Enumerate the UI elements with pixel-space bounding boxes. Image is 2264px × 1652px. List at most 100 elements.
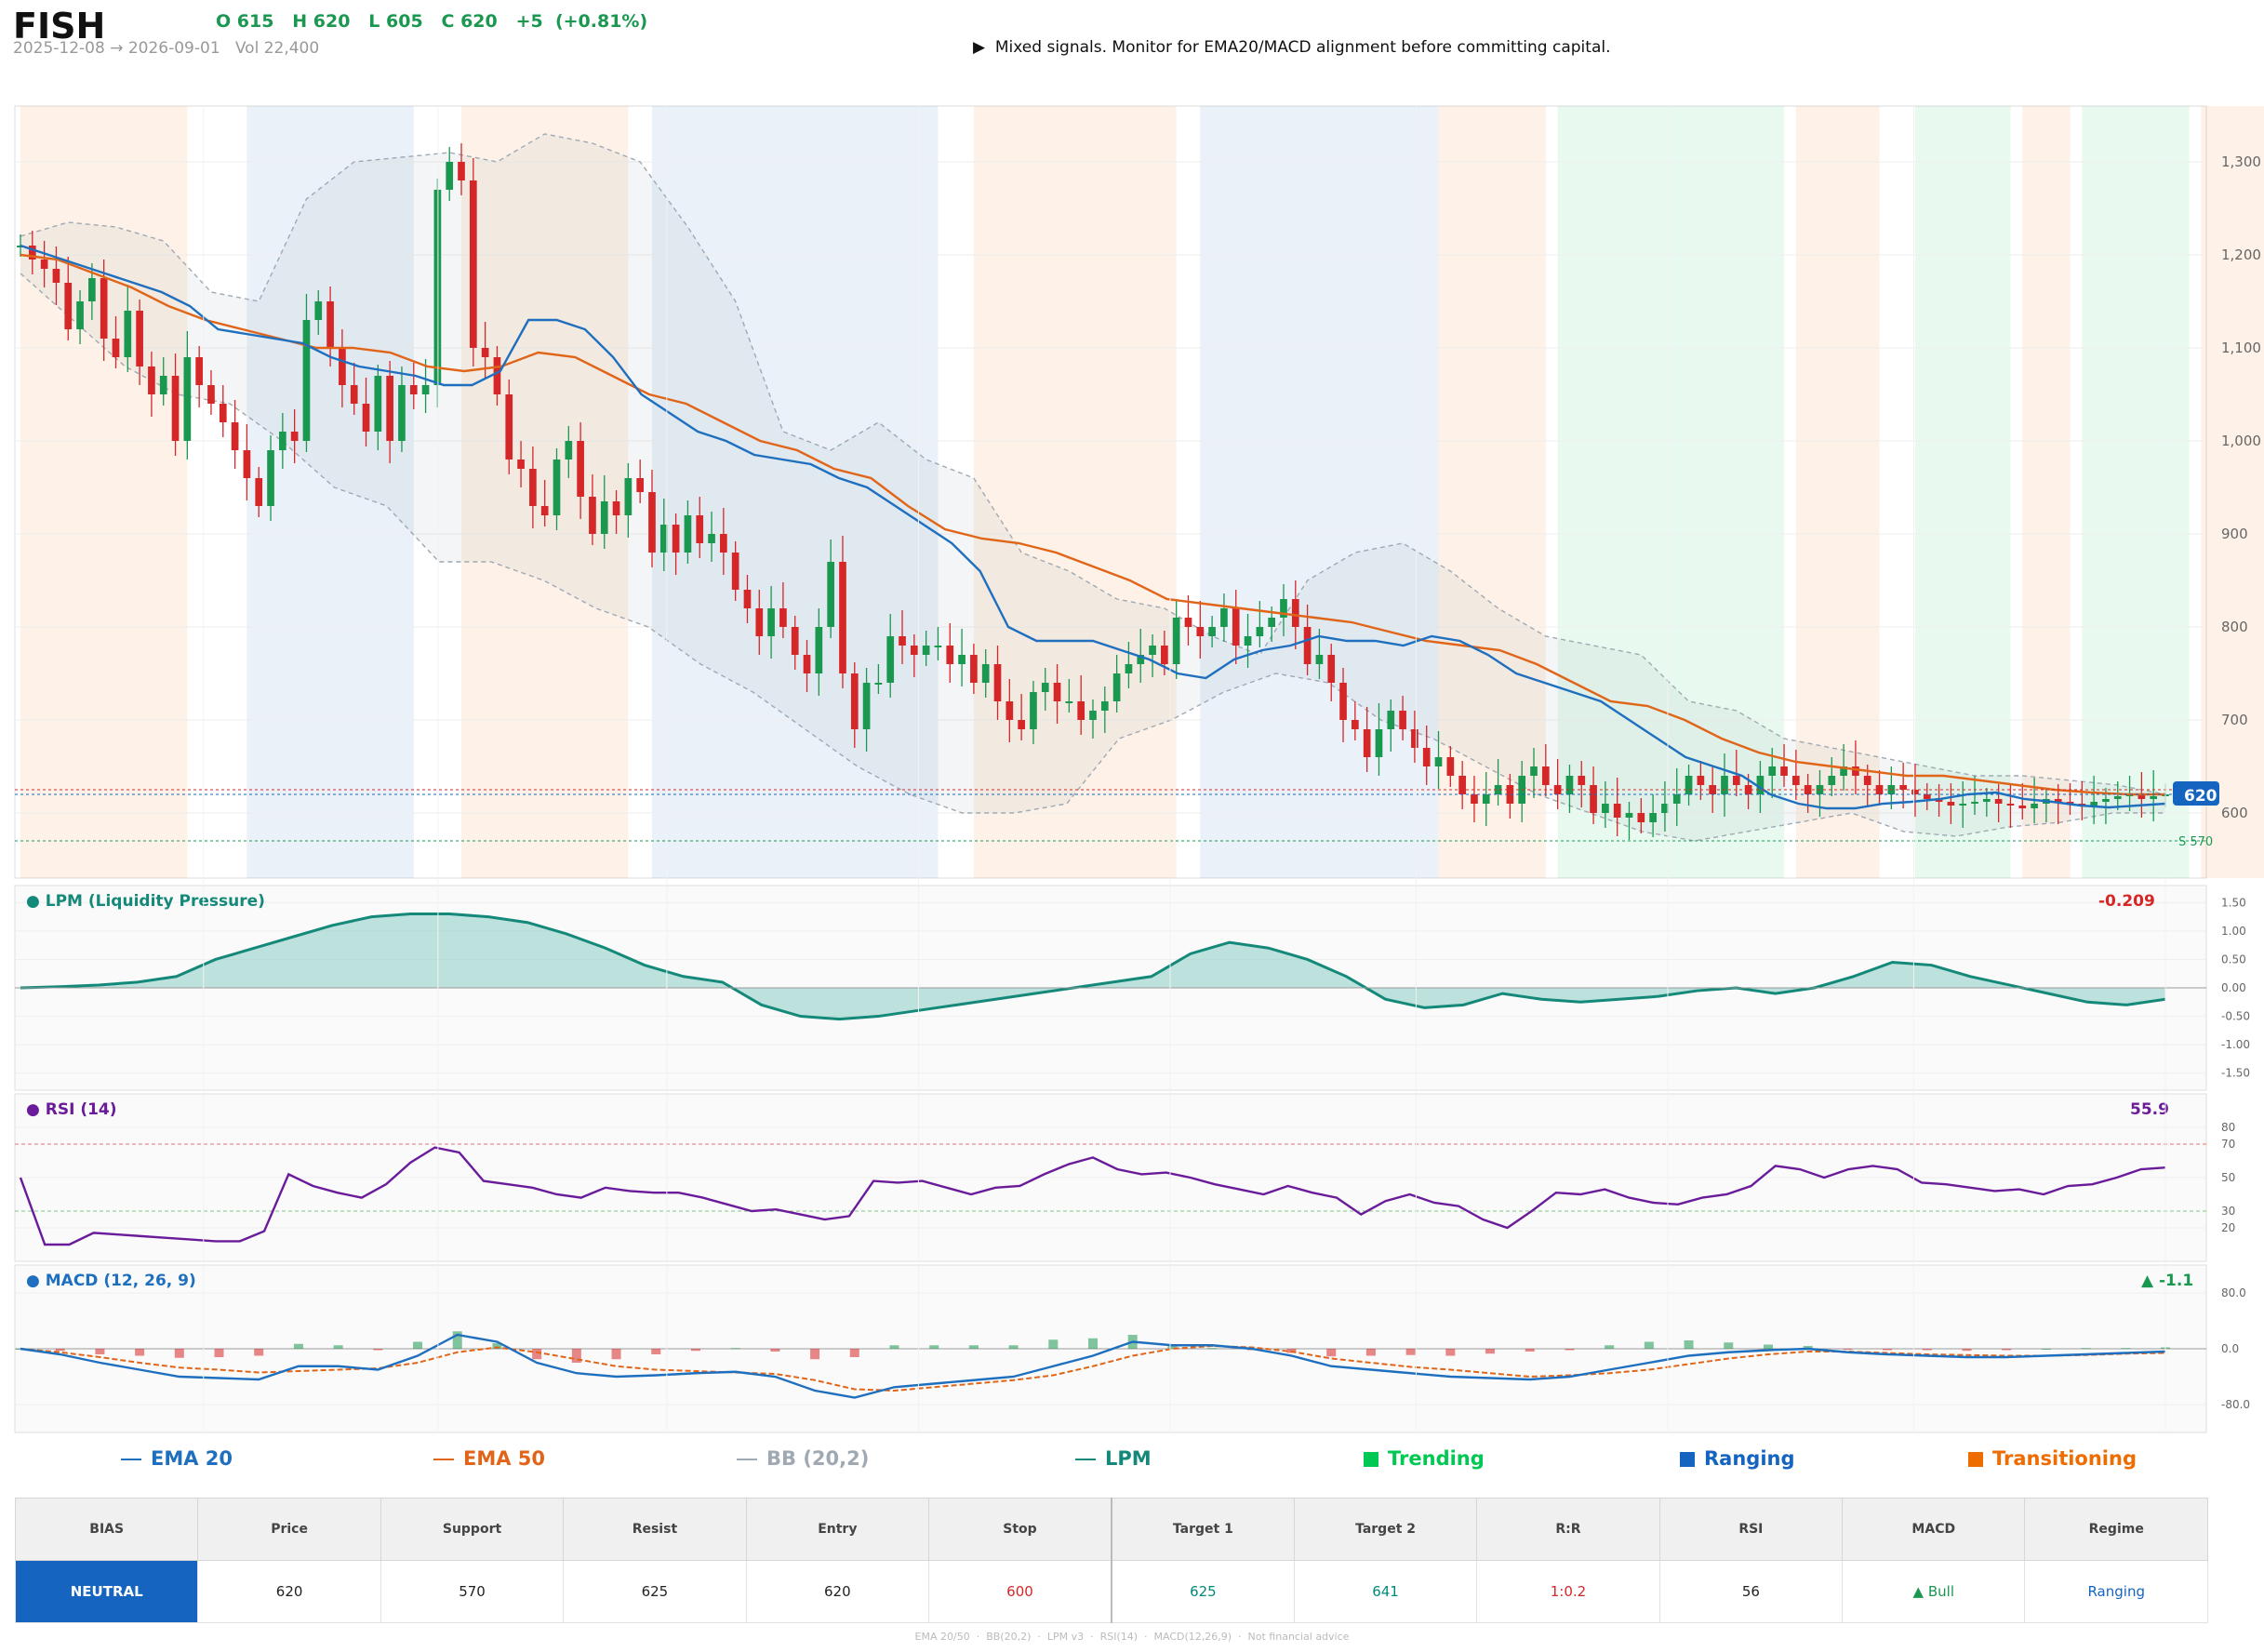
macd-histogram-bar (849, 1349, 859, 1357)
candle-body (1959, 804, 1967, 806)
macd-histogram-bar (492, 1343, 502, 1349)
entry-value: 620 (745, 1560, 930, 1623)
bias-badge: NEUTRAL (14, 1560, 199, 1623)
advice-message: ▶ Mixed signals. Monitor for EMA20/MACD … (973, 38, 1611, 57)
candle-body (659, 525, 668, 553)
candle-body (1137, 655, 1145, 664)
candle-body (2102, 799, 2110, 802)
regime-band (1557, 106, 1785, 878)
candle-body (1756, 776, 1765, 794)
candle-body (946, 646, 954, 664)
candle-body (1005, 701, 1014, 720)
regime-band (1795, 106, 1880, 878)
last-price-text: 620 (2184, 787, 2217, 806)
candle-body (1041, 683, 1049, 692)
candle-body (1863, 776, 1871, 785)
candle-body (481, 348, 489, 357)
macd-histogram-bar (1883, 1349, 1893, 1351)
macd-histogram-bar (214, 1349, 224, 1357)
candle-body (565, 441, 573, 460)
candle-body (290, 432, 299, 441)
macd-histogram-bar (1565, 1349, 1575, 1351)
candle-body (1280, 599, 1287, 618)
candle-body (159, 376, 167, 394)
candle-body (1982, 799, 1991, 802)
macd-histogram-bar (1365, 1349, 1376, 1356)
summary-header: BIAS (14, 1498, 199, 1561)
candle-body (1471, 794, 1478, 804)
candle-body (1065, 701, 1073, 703)
candle-body (40, 260, 48, 269)
macd-signal-line (20, 1344, 2166, 1392)
candle-body (2031, 804, 2038, 808)
macd-histogram-bar (571, 1349, 581, 1363)
candle-body (1208, 627, 1216, 636)
macd-histogram-bar (254, 1349, 264, 1356)
price-tick-label: 1,000 (2221, 433, 2261, 449)
candle-body (148, 366, 155, 394)
candle-body (743, 590, 752, 608)
candle-body (1363, 729, 1371, 757)
candle-body (1732, 776, 1740, 785)
candle-body (279, 432, 286, 450)
summary-header: MACD (1842, 1498, 2026, 1561)
trade-summary-table: BIAS Price Support Resist Entry Stop Tar… (14, 1498, 2208, 1623)
legend-ema20: EMA 20 (121, 1447, 233, 1470)
bb-upper-line (20, 133, 2166, 795)
macd-histogram-bar (1167, 1345, 1178, 1349)
price-tick-label: 1,100 (2221, 340, 2261, 356)
candle-body (1530, 766, 1538, 776)
legend-ema50: EMA 50 (433, 1447, 545, 1470)
macd-line (20, 1333, 2166, 1399)
candle-body (1172, 618, 1180, 664)
bb-band-fill (20, 134, 2165, 841)
candle-body (1291, 599, 1299, 627)
macd-histogram-bar (452, 1331, 462, 1349)
candle-body (1232, 608, 1240, 646)
candle-body (446, 162, 454, 190)
ema50-line (20, 253, 2165, 796)
candle-body (767, 608, 775, 636)
candle-body (1446, 757, 1455, 776)
candle-body (1434, 757, 1443, 766)
price-tick-label: 800 (2221, 619, 2248, 635)
macd-histogram-bar (1763, 1344, 1773, 1349)
candle-body (612, 501, 620, 515)
candle-body (231, 422, 239, 450)
candle-body (1315, 655, 1324, 664)
macd-histogram-bar (1445, 1349, 1456, 1356)
candle-body (398, 385, 406, 441)
candle-body (1030, 692, 1037, 729)
candle-body (2137, 794, 2146, 799)
summary-header: Target 1 (1110, 1498, 1295, 1561)
candle-body (1327, 655, 1336, 683)
rsi-title: ● RSI (14) (26, 1100, 117, 1119)
candle-body (112, 339, 120, 357)
rsi-tick-label: 30 (2221, 1205, 2235, 1218)
candle-body (815, 627, 823, 673)
macd-histogram-bar (1525, 1349, 1535, 1352)
candle-body (1196, 627, 1205, 636)
lpm-title: ● LPM (Liquidity Pressure) (26, 892, 265, 911)
candle-body (100, 278, 108, 339)
candle-body (1923, 794, 1931, 799)
macd-tick-label: 0.0 (2221, 1342, 2239, 1355)
macd-histogram-bar (889, 1345, 899, 1349)
candle-body (577, 441, 584, 497)
candle-body (243, 450, 251, 478)
target1-value: 625 (1110, 1560, 1295, 1623)
candle-body (1482, 794, 1490, 804)
candle-body (1387, 711, 1395, 729)
macd-histogram-bar (413, 1341, 423, 1349)
candle-body (672, 525, 680, 553)
lpm-line (20, 913, 2166, 1021)
candle-body (255, 478, 263, 506)
candle-body (124, 311, 132, 357)
bb-lower-line (20, 273, 2165, 842)
summary-header: R:R (1476, 1498, 1660, 1561)
candle-body (1184, 618, 1192, 627)
legend-lpm: LPM (1075, 1447, 1152, 1470)
lpm-tick-label: 1.50 (2221, 896, 2246, 909)
candle-body (529, 469, 537, 506)
candle-body (1661, 804, 1669, 813)
